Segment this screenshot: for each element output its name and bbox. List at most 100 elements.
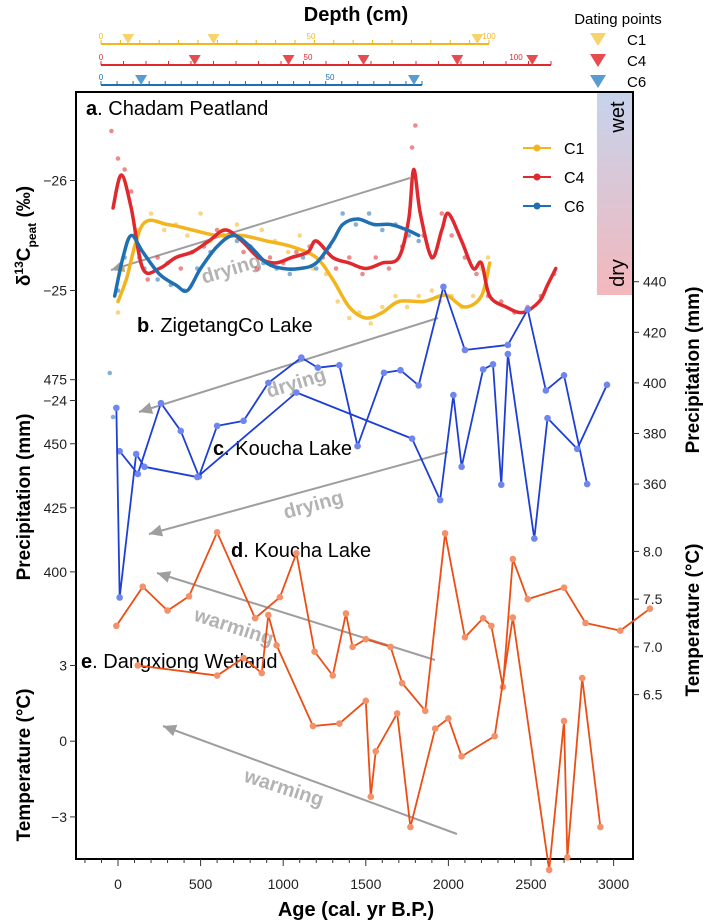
point-b	[157, 399, 165, 407]
point-C4	[115, 156, 121, 161]
point-b	[542, 387, 550, 394]
point-c	[193, 473, 201, 481]
point-C1	[416, 293, 421, 299]
point-C4	[449, 233, 455, 238]
point-C4	[413, 123, 418, 128]
x-tick-label: 2500	[515, 876, 546, 892]
point-e	[258, 669, 266, 677]
point-C4	[241, 249, 246, 255]
point-C1	[148, 211, 154, 216]
point-c	[408, 435, 416, 442]
point-C6	[107, 370, 113, 376]
point-C1	[335, 299, 341, 304]
trend-arrowhead-d	[157, 571, 172, 583]
point-c	[573, 445, 581, 453]
point-C1	[161, 227, 167, 233]
point-c	[531, 535, 538, 542]
y-tick-label-c: 450	[44, 436, 68, 452]
point-e	[545, 866, 553, 874]
point-b	[380, 369, 388, 377]
point-C6	[353, 222, 359, 227]
point-d	[329, 672, 337, 679]
panel-d-title: d. Koucha Lake	[231, 540, 371, 562]
point-e	[578, 674, 586, 682]
dating-points-legend-title: Dating points	[574, 11, 662, 28]
series-layer	[107, 123, 654, 874]
depth-tick-label: 0	[99, 32, 104, 41]
point-C6	[416, 238, 421, 244]
point-e	[367, 793, 375, 801]
wet-dry-bar	[597, 93, 632, 295]
point-c	[293, 389, 300, 396]
point-C1	[297, 233, 303, 238]
depth-tick-label: 50	[307, 32, 316, 41]
point-d	[479, 614, 487, 622]
point-d	[213, 529, 221, 536]
trend-label-e: warming	[240, 765, 326, 812]
y-tick-label-a: −25	[43, 283, 67, 299]
point-C1	[393, 293, 398, 299]
point-d	[421, 707, 429, 715]
point-e	[372, 747, 380, 755]
point-C4	[109, 128, 114, 134]
point-C4	[333, 266, 339, 271]
point-C1	[234, 222, 240, 227]
y-tick-label-b: 360	[643, 476, 667, 492]
dating-point-C4	[526, 55, 539, 65]
depth-tick-label: 100	[482, 32, 496, 41]
legend-dot-C1	[533, 144, 541, 152]
dating-legend-label-C6: C6	[627, 74, 646, 91]
point-C1	[485, 255, 491, 260]
point-C6	[366, 211, 372, 216]
dating-point-C4	[451, 55, 464, 65]
point-C1	[259, 227, 265, 233]
point-d	[293, 550, 300, 557]
point-d	[524, 595, 531, 603]
trend-arrow-e	[162, 725, 458, 835]
point-C1	[346, 315, 352, 321]
point-C4	[214, 227, 220, 233]
dating-legend-marker-C4	[590, 54, 606, 67]
x-tick-label: 3000	[598, 876, 629, 892]
point-C4	[254, 266, 260, 271]
point-C1	[470, 293, 476, 299]
panel-a-title: a. Chadam Peatland	[86, 98, 268, 120]
dating-legend-label-C1: C1	[627, 32, 646, 49]
point-C6	[380, 227, 385, 233]
panel-a-y-label: δ13Cpeat (‰)	[12, 186, 39, 286]
point-C1	[285, 249, 291, 255]
panel-c-title: c. Koucha Lake	[213, 438, 352, 460]
point-e	[564, 853, 571, 861]
point-e	[458, 753, 465, 760]
dating-point-C4	[357, 55, 370, 65]
point-C4	[373, 255, 379, 260]
point-b	[213, 422, 221, 430]
series-line-b	[118, 285, 589, 485]
trend-arrowhead-e	[163, 724, 178, 737]
x-tick-label: 0	[114, 876, 122, 892]
point-d	[509, 555, 517, 563]
panel-b-y-label: Precipitation (mm)	[683, 287, 704, 454]
point-b	[560, 371, 568, 379]
trend-arrowhead-c	[149, 524, 164, 537]
point-C4	[386, 266, 392, 271]
y-tick-label-d: 8.0	[643, 543, 663, 559]
point-d	[276, 593, 284, 601]
point-C1	[380, 304, 385, 310]
point-e	[407, 823, 414, 831]
panel-b-title: b. ZigetangCo Lake	[137, 315, 313, 337]
y-tick-label-d: 7.0	[643, 639, 663, 655]
point-b	[336, 361, 343, 369]
point-d	[139, 583, 147, 591]
point-C4	[346, 255, 352, 260]
trend-arrowhead-b	[139, 402, 154, 414]
point-c	[489, 361, 497, 368]
y-tick-label-c: 475	[44, 372, 68, 388]
point-C1	[198, 211, 203, 216]
point-c	[504, 350, 512, 358]
y-tick-label-a: −24	[43, 393, 67, 409]
y-tick-label-c: 400	[44, 564, 68, 580]
point-e	[431, 725, 439, 732]
point-c	[436, 496, 444, 504]
